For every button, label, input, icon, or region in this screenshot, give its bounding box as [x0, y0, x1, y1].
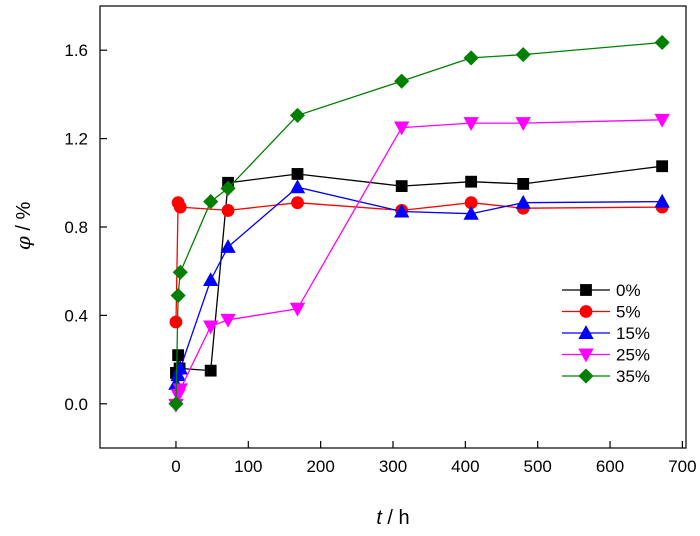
data-point	[463, 50, 479, 66]
x-tick-label: 200	[306, 457, 334, 476]
series-line	[175, 119, 663, 406]
legend-item: 35%	[562, 367, 650, 386]
data-point	[654, 193, 670, 208]
y-tick-label: 0.8	[64, 218, 88, 237]
legend-item: 5%	[562, 303, 641, 322]
data-point	[172, 349, 185, 362]
data-point	[170, 287, 186, 304]
data-point	[395, 180, 408, 193]
data-point	[291, 196, 304, 210]
series-4	[168, 34, 670, 412]
data-point	[289, 302, 306, 317]
series-2	[168, 179, 670, 390]
legend-label: 35%	[616, 367, 650, 386]
y-tick-label: 1.2	[64, 130, 88, 149]
data-point	[221, 204, 235, 217]
y-tick-label: 0.4	[64, 306, 88, 325]
legend-item: 15%	[562, 324, 650, 343]
data-point	[220, 313, 236, 328]
data-point	[654, 34, 670, 51]
legend-marker	[578, 325, 594, 340]
legend-label: 5%	[616, 303, 641, 322]
series-0	[170, 160, 669, 379]
series-line	[175, 165, 663, 373]
legend-marker	[579, 305, 593, 318]
y-axis-label: φ / %	[11, 202, 35, 251]
series-1	[169, 196, 669, 329]
data-point	[394, 203, 410, 218]
legend-item: 0%	[562, 281, 641, 300]
legend-marker	[578, 348, 594, 363]
series-line	[175, 202, 663, 323]
series-3	[168, 113, 670, 413]
data-point	[394, 73, 410, 89]
data-point	[168, 396, 184, 412]
data-point	[463, 117, 479, 131]
x-tick-label: 600	[596, 457, 624, 476]
x-tick-label: 300	[379, 457, 407, 476]
x-tick-label: 0	[171, 457, 180, 476]
legend-label: 25%	[616, 346, 650, 365]
data-point	[515, 47, 531, 63]
y-tick-label: 1.6	[64, 41, 88, 60]
data-point	[172, 264, 188, 280]
data-point	[173, 200, 187, 214]
plot-frame	[99, 5, 687, 449]
legend-item: 25%	[562, 346, 650, 365]
data-point	[289, 107, 306, 123]
legend-marker	[580, 284, 592, 296]
data-point	[656, 160, 669, 173]
data-point	[465, 175, 478, 188]
x-tick-label: 500	[524, 457, 552, 476]
x-tick-label: 100	[234, 457, 262, 476]
data-point	[204, 364, 217, 377]
data-point	[515, 194, 531, 209]
data-point	[289, 179, 306, 194]
data-point	[220, 180, 236, 196]
legend-marker	[578, 368, 594, 384]
x-axis-label: t / h	[376, 507, 409, 529]
legend-label: 15%	[616, 324, 650, 343]
data-point	[515, 117, 531, 131]
x-tick-label: 700	[668, 457, 696, 476]
data-point	[169, 315, 183, 329]
data-point	[203, 194, 219, 210]
data-point	[203, 320, 219, 335]
data-point	[394, 121, 410, 136]
data-point	[203, 272, 219, 287]
y-tick-label: 0.0	[64, 395, 88, 414]
data-point	[654, 113, 670, 128]
data-point	[463, 205, 479, 220]
x-tick-label: 400	[451, 457, 479, 476]
legend-label: 0%	[616, 281, 641, 300]
data-point	[291, 168, 304, 180]
data-point	[517, 178, 530, 190]
data-point	[220, 239, 236, 253]
series-line	[175, 41, 663, 404]
